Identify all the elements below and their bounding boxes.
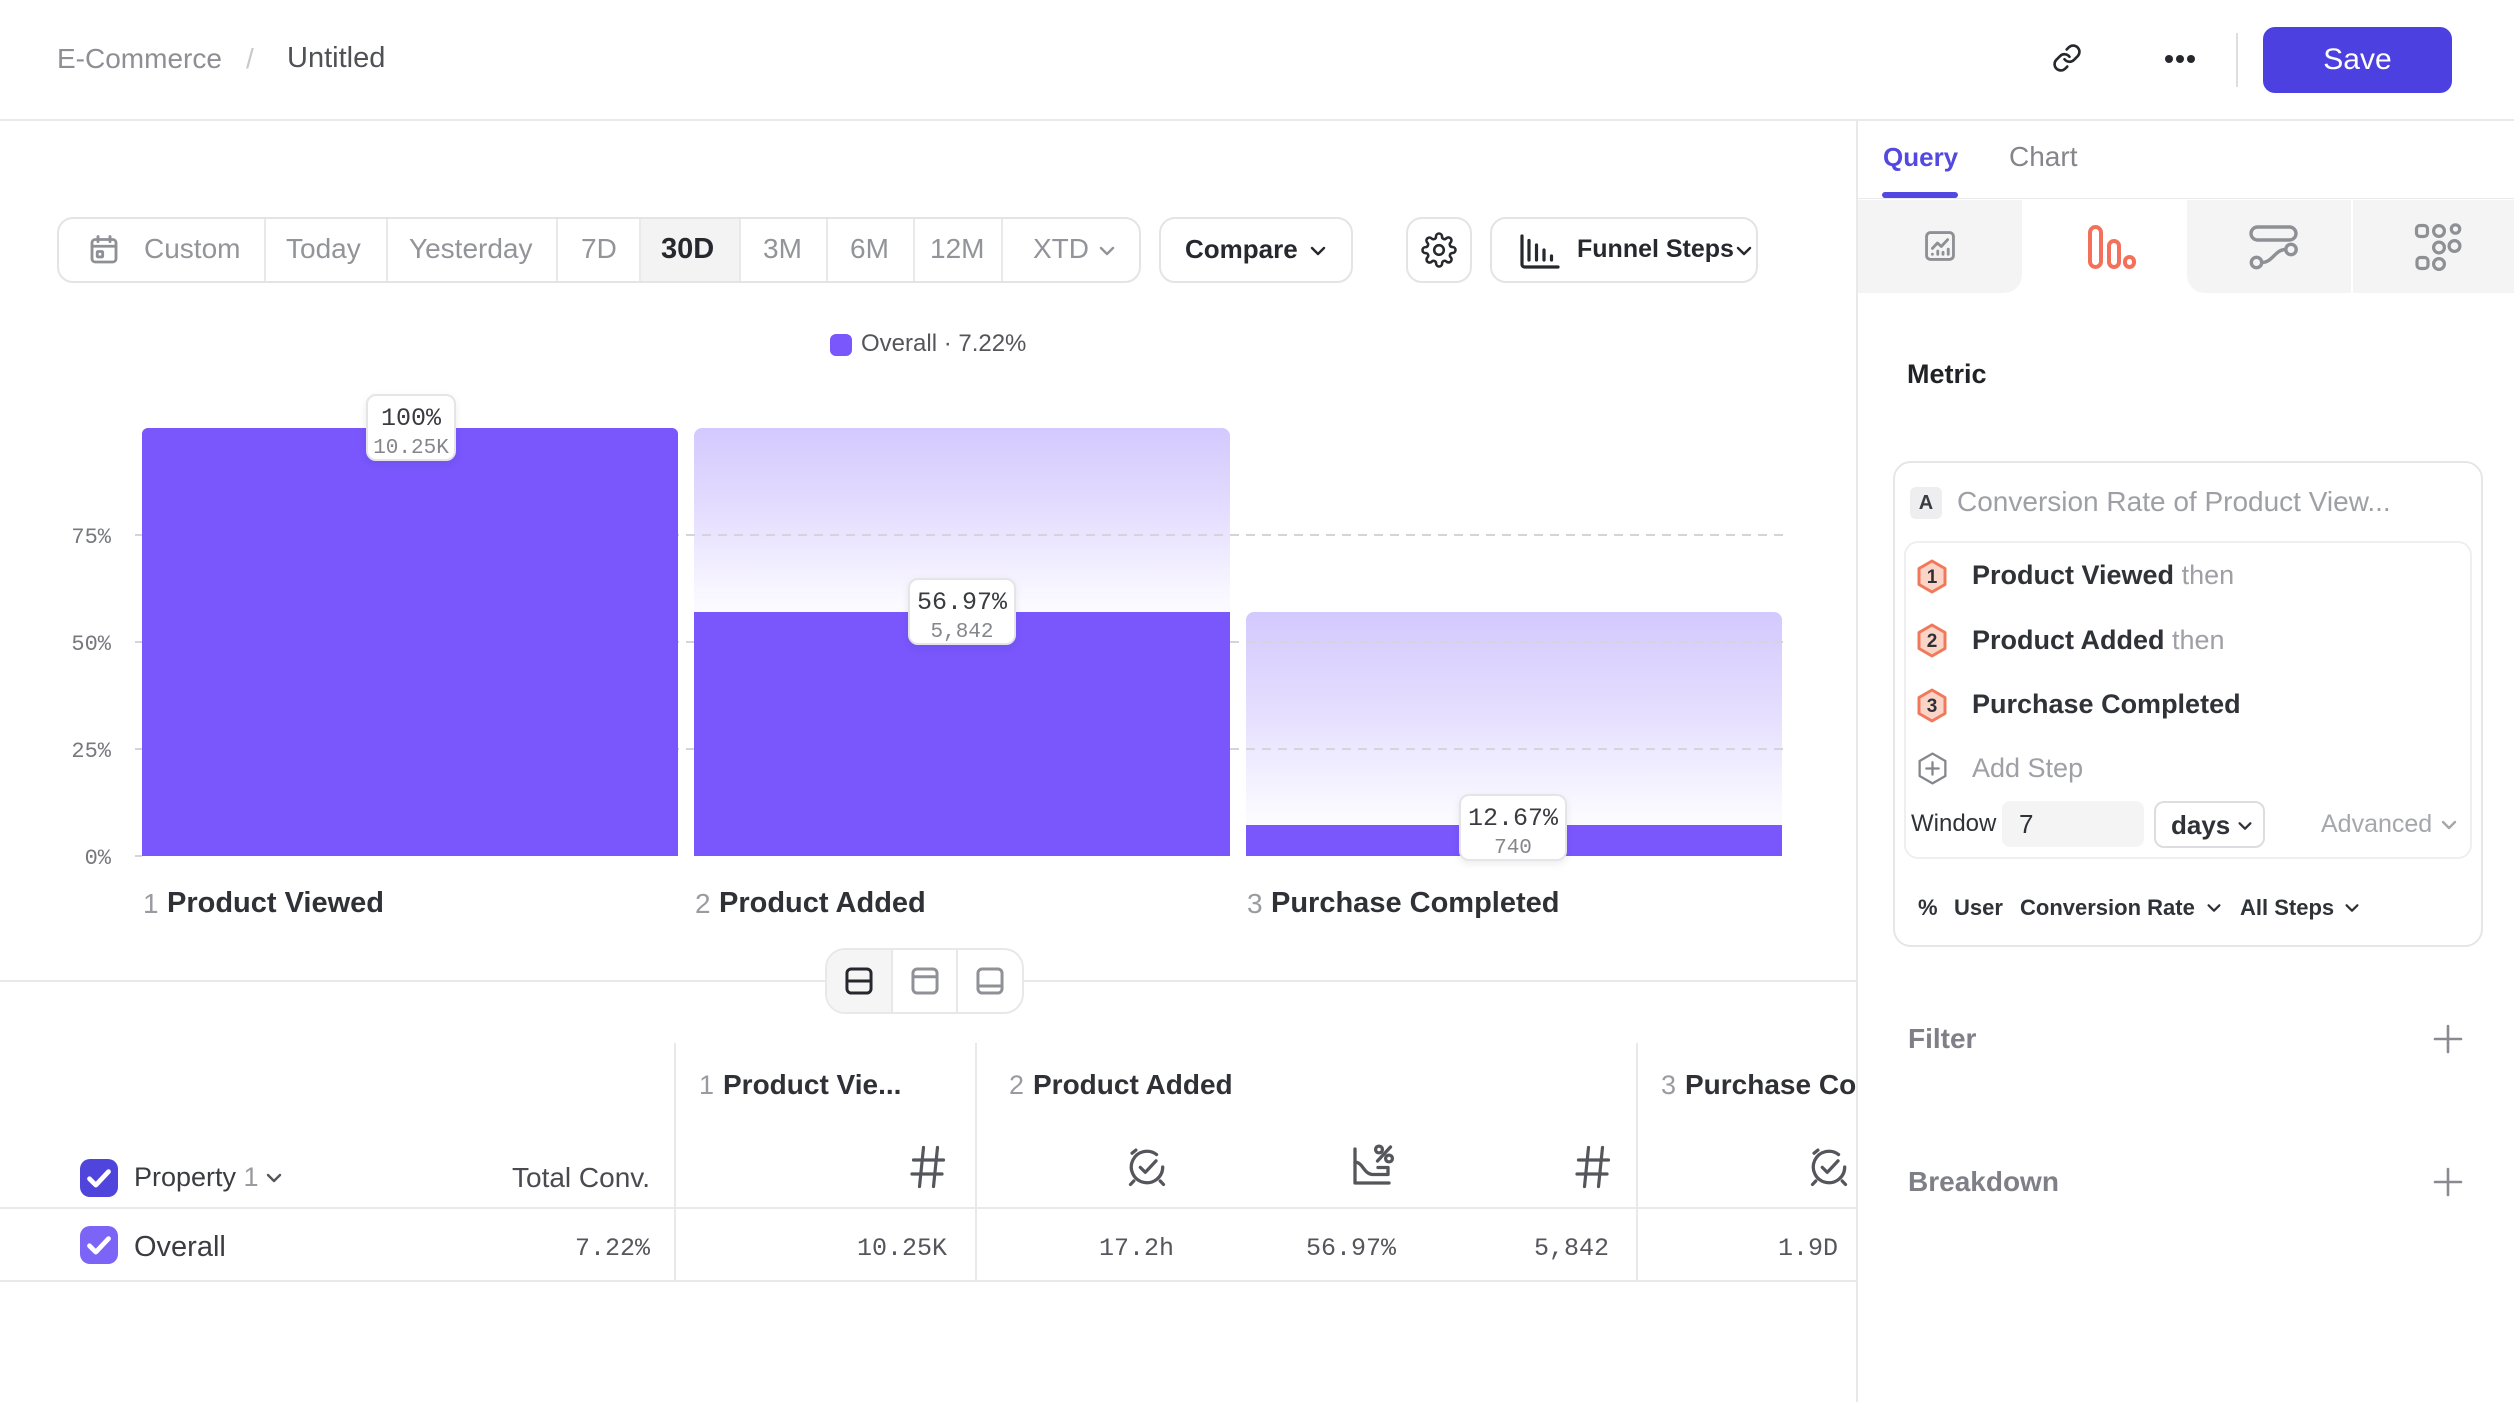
svg-text:1: 1 — [1927, 567, 1938, 588]
svg-text:3: 3 — [1927, 696, 1938, 717]
svg-text:2: 2 — [1927, 631, 1938, 652]
